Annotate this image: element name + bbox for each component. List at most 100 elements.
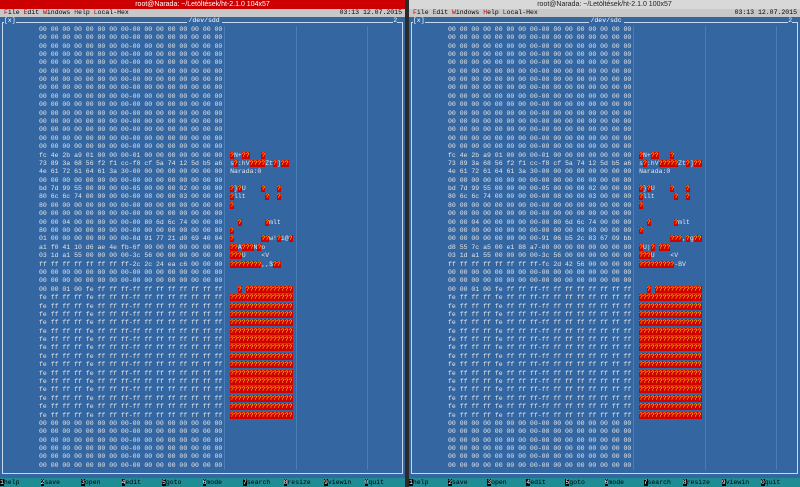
key-label: save (452, 479, 468, 486)
hex-bytes: fe ff ff ff fe ff ff ff-ff ff ff ff ff f… (39, 361, 223, 369)
ascii-text: ???????????????? (639, 411, 702, 420)
menu-item[interactable]: Windows (452, 9, 480, 16)
hex-bytes: fe ff ff ff fe ff ff ff-ff ff ff ff ff f… (448, 403, 632, 411)
hex-bytes: fe ff ff ff fe ff ff ff-ff ff ff ff ff f… (39, 319, 223, 327)
key-label: goto (165, 479, 182, 486)
unprintable-chars: ???????????????? (230, 361, 293, 369)
key-number: 0 (760, 479, 765, 486)
ascii-text: ???????????????? (639, 294, 702, 302)
printable-chars: llt (234, 193, 266, 201)
printable-chars (269, 193, 277, 200)
function-key[interactable]: 4edit (121, 478, 141, 487)
hex-bytes: 80 00 00 00 00 00 00 00-00 00 00 00 00 0… (39, 227, 223, 235)
hex-bytes: 4e 61 72 61 64 61 3a 30-00 00 00 00 00 0… (448, 168, 632, 176)
function-key[interactable]: 1help (409, 478, 429, 487)
function-key[interactable]: 0quit (364, 478, 384, 487)
menu-item[interactable]: Local-Hex (502, 9, 538, 16)
function-key[interactable]: 8resize (682, 478, 710, 487)
printable-chars (639, 286, 647, 293)
ascii-text: ? ?mlt (639, 218, 690, 227)
function-key[interactable]: 1help (0, 478, 20, 487)
ascii-text: ? (230, 227, 234, 235)
menu-item[interactable]: Windows (43, 9, 71, 16)
hex-bytes: 03 1d a1 55 00 00 00 00-3c 56 00 00 00 0… (448, 252, 632, 260)
function-key[interactable]: 6mode (604, 478, 624, 487)
hex-bytes: 00 00 00 00 00 00 00 00-00 00 00 00 00 0… (448, 453, 632, 461)
title-bar: root@Narada: ~/Letöltések/ht-2.1.0 104x5… (0, 0, 405, 9)
ascii-text: ? ???????????? (639, 285, 702, 294)
unprintable-chars: ? (639, 201, 643, 209)
unprintable-chars: ???????????????? (230, 336, 293, 344)
hex-bytes: 00 00 00 00 00 00 00 00-00 00 00 00 00 0… (39, 445, 223, 453)
printable-chars: U (241, 185, 262, 193)
hex-bytes: fe ff ff ff fe ff ff ff-ff ff ff ff ff f… (448, 394, 632, 402)
function-key[interactable]: 7search (243, 478, 270, 487)
hex-bytes: 80 00 00 00 00 00 00 00-00 00 00 00 00 0… (448, 201, 632, 209)
ascii-text: ???????????????? (639, 344, 702, 352)
function-key[interactable]: 2save (448, 478, 468, 487)
terminal-window: root@Narada: ~/Letöltések/ht-2.1.0 104x5… (0, 0, 405, 487)
hex-bytes: 00 00 00 00 00 00 00 00-00 00 00 00 00 0… (39, 101, 223, 109)
ascii-text: ???????????????? (639, 352, 702, 361)
unprintable-chars: ? (639, 243, 643, 251)
printable-chars: s (639, 159, 643, 167)
hex-bytes: 00 00 00 00 00 00 00 00-00 00 00 00 00 0… (448, 42, 632, 50)
ascii-text: s?:hV?????Zt?]?? (639, 159, 702, 168)
menu-item[interactable]: Local-Hex (93, 9, 129, 16)
unprintable-chars: ???????? (230, 260, 262, 268)
close-button[interactable]: [x] (412, 17, 425, 26)
column-separator (224, 25, 226, 471)
unprintable-chars: ? (230, 201, 234, 209)
column-separator (296, 25, 298, 471)
printable-chars: Narada:0 (639, 168, 671, 176)
function-key[interactable]: 8resize (283, 478, 311, 487)
function-key[interactable]: 0quit (760, 478, 780, 487)
ascii-text: Narada:0 (639, 168, 670, 176)
key-label: help (412, 479, 429, 486)
hex-bytes: 00 00 04 00 00 00 00 00-00 80 6d 6c 74 0… (39, 218, 223, 226)
menu-item[interactable]: File (413, 9, 429, 16)
menu-item[interactable]: Help (483, 9, 499, 16)
function-key[interactable]: 2save (40, 478, 60, 487)
hex-bytes: 00 00 00 00 00 00 00 00-00 00 00 00 00 0… (448, 210, 632, 218)
hex-bytes: fe ff ff ff fe ff ff ff-ff ff ff ff ff f… (448, 386, 632, 394)
unprintable-chars: ???????????????? (230, 344, 293, 352)
printable-chars: U <V (241, 252, 270, 260)
function-key[interactable]: 7search (643, 478, 671, 487)
hex-bytes: 00 00 00 00 00 00 00 00-00 00 00 00 00 0… (448, 143, 632, 151)
unprintable-chars: ? (230, 235, 234, 243)
unprintable-chars: ???????????????? (230, 302, 293, 310)
function-key[interactable]: 9viewin (324, 478, 351, 487)
ascii-text: ???????????????? (230, 403, 293, 411)
unprintable-chars: ?? (230, 243, 238, 251)
hex-bytes: fe ff ff ff fe ff ff ff-ff ff ff ff ff f… (39, 369, 223, 377)
unprintable-chars: ???????????????? (639, 386, 702, 394)
key-label: resize (287, 479, 311, 486)
function-key[interactable]: 3open (487, 478, 507, 487)
function-key[interactable]: 6mode (202, 478, 222, 487)
hex-bytes: 00 00 00 00 00 00 00 00-00 00 00 00 00 0… (448, 428, 632, 436)
function-key[interactable]: 9viewin (721, 478, 749, 487)
hex-bytes: 00 00 00 00 00 00 00 00-00 00 00 00 00 0… (448, 436, 632, 444)
function-key[interactable]: 4edit (526, 478, 546, 487)
hex-bytes: bd 7d 99 55 00 00 00 00-05 00 00 00 02 0… (448, 185, 632, 193)
key-number: 2 (448, 479, 452, 486)
menu-item[interactable]: Edit (23, 9, 40, 16)
printable-chars: U <V (650, 252, 679, 260)
ascii-text: ???????????????? (230, 386, 293, 394)
function-key[interactable]: 3open (81, 478, 101, 487)
key-label: search (647, 479, 671, 486)
function-key[interactable]: 5goto (565, 478, 585, 487)
unprintable-chars: ??? (241, 243, 254, 251)
close-button[interactable]: [x] (3, 17, 16, 26)
unprintable-chars: ???????????????? (639, 411, 702, 419)
hex-bytes: fe ff ff ff fe ff ff ff-ff ff ff ff ff f… (448, 327, 632, 335)
menu-item[interactable]: Edit (432, 9, 449, 16)
unprintable-chars: ? (646, 185, 651, 193)
menu-item[interactable]: Help (74, 9, 90, 16)
printable-chars: U| (643, 243, 651, 251)
printable-chars: llt (643, 193, 675, 201)
function-key[interactable]: 5goto (162, 478, 182, 487)
menu-item[interactable]: File (4, 9, 20, 16)
ascii-text: ?N+?? ? (230, 151, 266, 160)
